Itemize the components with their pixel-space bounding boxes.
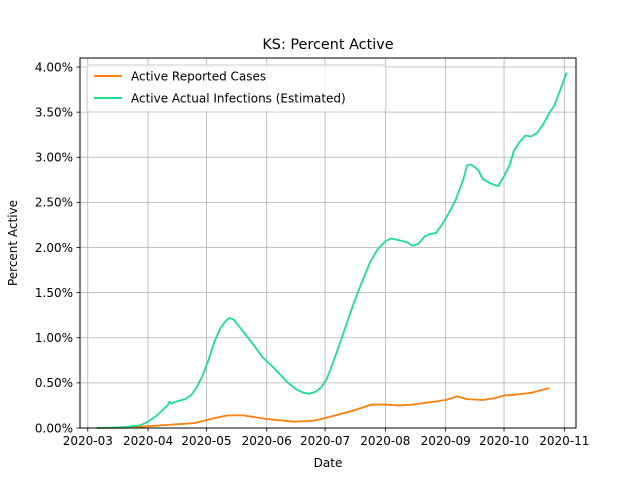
y-tick-label: 0.50% [35, 376, 73, 390]
series-line-reported [96, 387, 550, 429]
legend-box [86, 64, 387, 113]
series-lines [96, 72, 568, 429]
plot-frame [79, 57, 577, 429]
x-tick-label: 2020-09 [421, 434, 471, 448]
y-axis-label: Percent Active [6, 200, 20, 286]
y-tick-label: 1.50% [35, 286, 73, 300]
legend-label-reported: Active Reported Cases [131, 70, 266, 84]
y-tick-label: 0.00% [35, 421, 73, 435]
y-tick-label: 2.00% [35, 241, 73, 255]
x-tick-label: 2020-08 [360, 434, 410, 448]
x-tick-label: 2020-06 [242, 434, 292, 448]
legend-label-estimated: Active Actual Infections (Estimated) [131, 92, 346, 106]
y-tick-label: 3.50% [35, 105, 73, 119]
x-tick-label: 2020-04 [123, 434, 173, 448]
y-tick-label: 1.00% [35, 331, 73, 345]
x-tick-label: 2020-03 [63, 434, 113, 448]
chart-title: KS: Percent Active [262, 37, 393, 53]
x-tick-label: 2020-05 [181, 434, 231, 448]
x-tick-label: 2020-07 [300, 434, 350, 448]
x-tick-label: 2020-10 [479, 434, 529, 448]
series-line-estimated [96, 72, 568, 429]
x-axis-label: Date [314, 456, 343, 470]
y-tick-label: 4.00% [35, 60, 73, 74]
x-tick-label: 2020-11 [539, 434, 589, 448]
x-axis-ticks: 2020-03 2020-04 2020-05 2020-06 2020-07 2020-… [63, 428, 589, 448]
y-axis-ticks: 0.00% 0.50% 1.00% 1.50% 2.00% 2.50% 3.00% 3.50%… [35, 60, 80, 435]
y-tick-label: 3.00% [35, 151, 73, 165]
legend: Active Reported Cases Active Actual Infe… [86, 64, 387, 113]
y-tick-label: 2.50% [35, 196, 73, 210]
